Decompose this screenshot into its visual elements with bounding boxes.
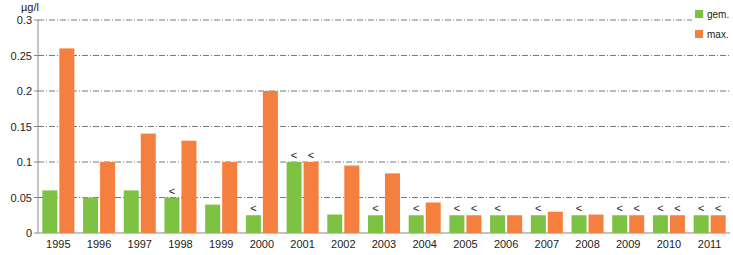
bar — [548, 212, 563, 233]
y-tick — [34, 91, 38, 92]
y-tick-label: 0.2 — [17, 85, 32, 97]
legend-background — [692, 6, 732, 48]
bar — [327, 215, 342, 233]
bar — [531, 215, 546, 233]
y-tick — [34, 126, 38, 127]
x-tick-label: 1999 — [209, 238, 233, 250]
legend-label: gem. — [707, 9, 729, 20]
annotation: < — [413, 202, 419, 214]
annotation: < — [308, 149, 314, 161]
annotation: < — [291, 149, 297, 161]
annotation: < — [715, 202, 721, 214]
bar — [141, 134, 156, 233]
bar — [100, 162, 115, 233]
legend-label: max. — [707, 29, 729, 40]
x-tick-label: 2006 — [494, 238, 518, 250]
annotation: < — [250, 202, 256, 214]
x-tick-label: 2011 — [698, 238, 722, 250]
x-tick-label: 2007 — [535, 238, 559, 250]
bar — [653, 215, 668, 233]
annotation: < — [169, 185, 175, 197]
annotation: < — [372, 202, 378, 214]
annotation: < — [634, 202, 640, 214]
x-tick-label: 2008 — [575, 238, 599, 250]
bar — [426, 202, 441, 233]
grid-line — [38, 55, 730, 56]
annotation: < — [674, 202, 680, 214]
bar — [466, 215, 481, 233]
x-tick-label: 2002 — [331, 238, 355, 250]
chart: 0 0.05 0.1 0.15 0.2 0.25 0.3µg/l 1995 1996 1997 19… — [0, 0, 733, 255]
annotation: < — [617, 202, 623, 214]
annotation: < — [576, 202, 582, 214]
x-tick-label: 2005 — [453, 238, 477, 250]
bar — [181, 141, 196, 233]
legend-swatch — [695, 10, 703, 18]
x-tick-label: 2000 — [250, 238, 274, 250]
bar — [124, 190, 139, 233]
x-tick-label: 2009 — [616, 238, 640, 250]
bar — [629, 215, 644, 233]
y-tick-label: 0.3 — [17, 14, 32, 26]
y-axis — [38, 20, 39, 233]
x-tick-label: 2010 — [657, 238, 681, 250]
x-tick-label: 2001 — [290, 238, 314, 250]
y-tick-label: 0.05 — [11, 192, 32, 204]
bar — [507, 215, 522, 233]
bar — [612, 215, 627, 233]
y-tick-label: 0.1 — [17, 156, 32, 168]
bar — [59, 48, 74, 233]
x-tick-label: 2003 — [372, 238, 396, 250]
x-tick-label: 2004 — [412, 238, 436, 250]
annotation: < — [494, 202, 500, 214]
x-tick-label: 1998 — [168, 238, 192, 250]
bar — [344, 166, 359, 233]
legend: gem. max. — [692, 6, 732, 48]
grid-line — [38, 20, 730, 21]
bar — [164, 198, 179, 234]
y-tick — [34, 233, 38, 234]
bar — [263, 91, 278, 233]
y-tick — [34, 197, 38, 198]
bar — [385, 173, 400, 233]
x-tick-label: 1995 — [46, 238, 70, 250]
grid-line — [38, 91, 730, 92]
bar — [287, 162, 302, 233]
y-tick — [34, 162, 38, 163]
annotation: < — [657, 202, 663, 214]
annotation: < — [471, 202, 477, 214]
y-tick-label: 0.25 — [11, 50, 32, 62]
legend-swatch — [695, 30, 703, 38]
bar — [304, 162, 319, 233]
grid-line — [38, 126, 730, 127]
x-tick-label: 1997 — [128, 238, 152, 250]
annotation: < — [454, 202, 460, 214]
bar — [222, 162, 237, 233]
bar — [409, 215, 424, 233]
bar — [449, 215, 464, 233]
bars — [42, 48, 725, 233]
y-tick — [34, 20, 38, 21]
bar — [42, 190, 57, 233]
bar — [368, 215, 383, 233]
y-tick-label: 0.15 — [11, 121, 32, 133]
bar — [246, 215, 261, 233]
bar — [711, 215, 726, 233]
annotation: < — [698, 202, 704, 214]
x-tick-label: 1996 — [87, 238, 111, 250]
y-tick — [34, 55, 38, 56]
annotation: < — [535, 202, 541, 214]
y-axis-label: µg/l — [21, 1, 39, 13]
bar — [694, 215, 709, 233]
bar — [670, 215, 685, 233]
bar — [205, 205, 220, 233]
y-tick-label: 0 — [26, 227, 32, 239]
bar — [572, 215, 587, 233]
bar — [83, 198, 98, 234]
bar — [490, 215, 505, 233]
bar — [589, 215, 604, 233]
